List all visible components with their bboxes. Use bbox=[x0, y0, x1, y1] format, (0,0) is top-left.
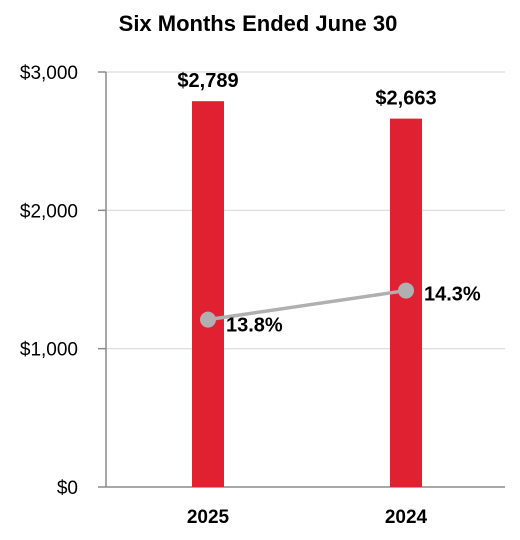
ratio-point-2024 bbox=[398, 282, 414, 299]
ratio-line-series bbox=[200, 282, 414, 328]
y-tick-label-1: $1,000 bbox=[20, 340, 78, 361]
axes bbox=[98, 71, 505, 488]
ratio-label-2024: 14.3% bbox=[424, 284, 481, 306]
y-tick-label-0: $0 bbox=[57, 478, 78, 499]
chart-title: Six Months Ended June 30 bbox=[119, 11, 398, 36]
bar-value-label-2025: $2,789 bbox=[177, 70, 238, 92]
labels: $0 $1,000 $2,000 $3,000 $2,789 $2,663 2025 2024… bbox=[20, 63, 481, 528]
gridlines bbox=[106, 71, 505, 350]
bar-value-label-2024: $2,663 bbox=[375, 88, 436, 110]
bar-2025 bbox=[192, 101, 224, 488]
y-tick-label-3: $3,000 bbox=[20, 63, 78, 84]
ratio-line bbox=[207, 288, 407, 322]
bar-2024 bbox=[390, 118, 422, 487]
bars bbox=[192, 101, 422, 488]
ratio-point-2025 bbox=[200, 311, 216, 328]
x-category-label-2025: 2025 bbox=[187, 507, 230, 528]
y-tick-label-2: $2,000 bbox=[20, 201, 78, 222]
ratio-label-2025: 13.8% bbox=[226, 315, 283, 337]
x-category-label-2024: 2024 bbox=[385, 507, 428, 528]
